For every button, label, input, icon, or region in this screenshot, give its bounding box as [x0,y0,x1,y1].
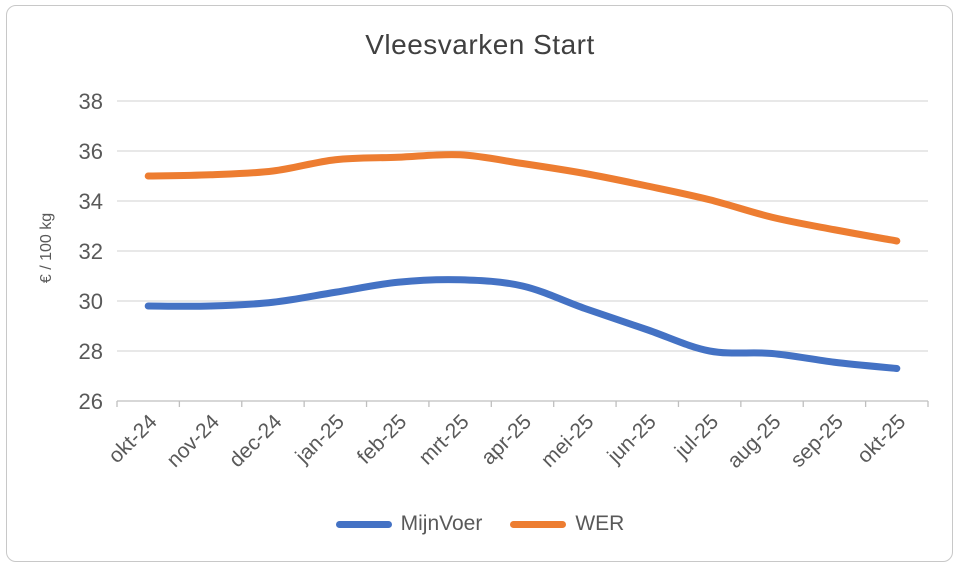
wer-line-swatch [510,520,567,528]
legend-label-wer: WER [575,512,625,535]
y-tick-label: 30 [79,289,103,314]
y-tick-label: 34 [79,189,103,214]
legend-label-mijnvoer: MijnVoer [400,512,483,535]
x-tick-label: apr-25 [477,410,536,469]
y-tick-label: 26 [79,389,103,414]
x-tick-label: okt-24 [104,410,162,468]
y-tick-label: 36 [79,139,103,164]
legend: MijnVoer WER [0,512,960,536]
x-tick-label: dec-24 [225,410,287,472]
x-tick-label: jul-25 [670,410,723,463]
series-line-mijnvoer [144,276,901,372]
series-line-wer [144,151,901,245]
x-tick-label: feb-25 [353,410,411,468]
x-tick-label: jun-25 [603,410,661,468]
chart-title: Vleesvarken Start [365,29,595,60]
x-tick-label: mei-25 [537,410,599,472]
y-tick-label: 32 [79,239,103,264]
x-tick-label: okt-25 [853,410,911,468]
x-tick-label: aug-25 [723,410,786,473]
x-tick-label: nov-24 [162,410,224,472]
legend-item-mijnvoer: MijnVoer [335,512,483,536]
x-tick-label: sep-25 [786,410,848,472]
legend-item-wer: WER [510,512,624,536]
y-tick-label: 38 [79,89,103,114]
y-tick-label: 28 [79,339,103,364]
mijnvoer-line-swatch [335,520,392,528]
x-tick-label: jan-25 [291,410,349,468]
x-tick-label: mrt-25 [414,410,473,469]
